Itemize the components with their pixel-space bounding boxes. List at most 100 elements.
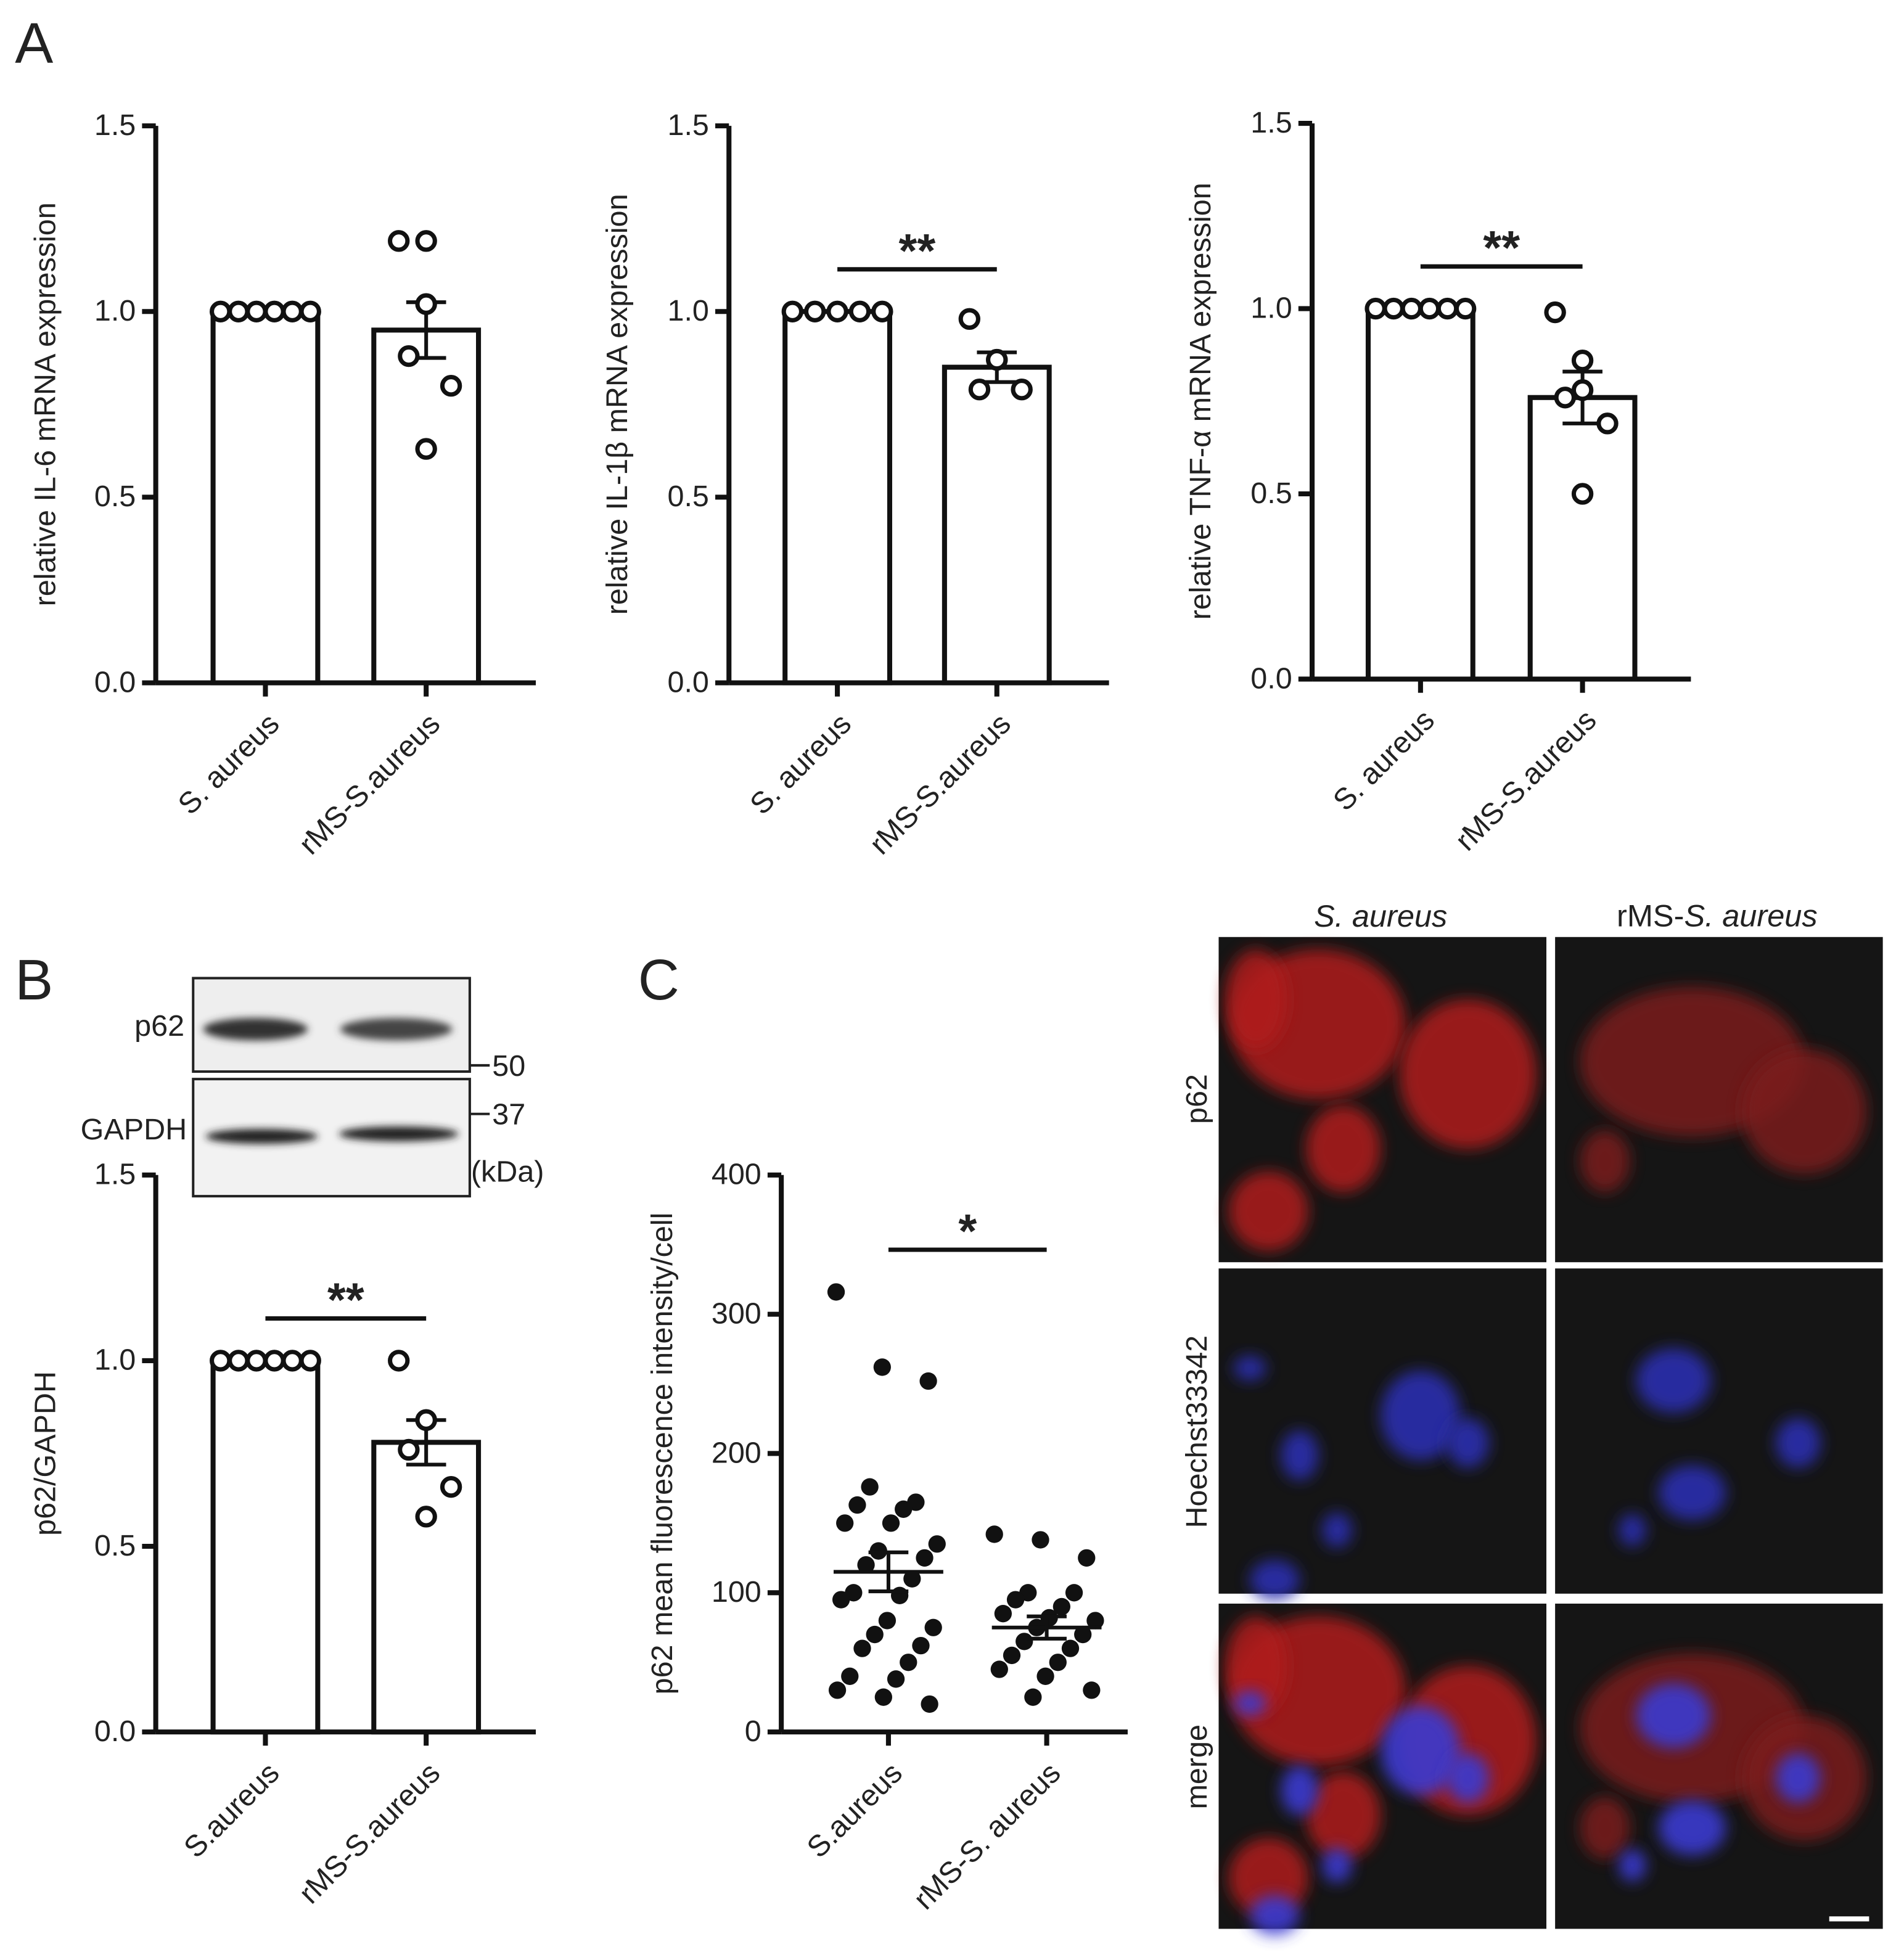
data-point	[861, 1478, 879, 1496]
significance-label: **	[1483, 221, 1520, 274]
data-point	[415, 230, 437, 252]
panel-letter: C	[638, 948, 679, 1012]
marker-label: 37	[492, 1098, 525, 1131]
data-point	[882, 1514, 900, 1532]
y-tick-label: 0.0	[94, 665, 136, 699]
y-tick-label: 0.0	[667, 665, 708, 699]
cell-signal	[1228, 1171, 1308, 1252]
nucleus	[1250, 1560, 1300, 1600]
data-point	[804, 300, 826, 322]
data-point	[245, 1350, 268, 1372]
y-tick-label: 1.5	[667, 109, 708, 142]
data-point	[1436, 297, 1459, 320]
x-tick-label: rMS-S.aureus	[292, 1756, 446, 1910]
data-point	[415, 438, 437, 460]
data-point	[968, 379, 991, 401]
y-tick-label: 1.0	[94, 1343, 136, 1377]
bar	[1365, 306, 1475, 682]
nucleus	[1281, 1430, 1319, 1480]
nucleus	[1381, 1371, 1461, 1461]
blot-label: p62	[134, 1009, 184, 1043]
data-point	[228, 300, 250, 322]
data-point	[1454, 297, 1477, 320]
y-tick-label: 1.5	[94, 109, 136, 142]
bar	[782, 309, 892, 686]
x-tick-label: S. aureus	[171, 707, 285, 821]
data-point	[903, 1570, 921, 1588]
data-point	[415, 293, 437, 315]
cell-signal	[1305, 1771, 1381, 1860]
data-point	[1596, 412, 1619, 435]
data-point	[828, 1681, 847, 1699]
data-point	[1571, 349, 1594, 372]
y-tick-label: 1.5	[1250, 106, 1292, 139]
data-point	[1078, 1549, 1096, 1567]
data-point	[841, 1667, 859, 1685]
panel-letter: A	[15, 10, 53, 75]
y-tick-label: 0	[745, 1715, 761, 1748]
x-tick-label: S.aureus	[800, 1756, 908, 1864]
nucleus	[1636, 1683, 1711, 1749]
y-tick-label: 0.5	[94, 1529, 136, 1562]
data-point	[900, 1654, 917, 1671]
significance-label: **	[899, 224, 936, 277]
data-point	[912, 1636, 930, 1655]
y-tick-label: 0.5	[94, 480, 136, 513]
data-point	[919, 1372, 937, 1390]
x-tick-label: rMS-S. aureus	[907, 1756, 1067, 1916]
x-tick-label: S. aureus	[1327, 703, 1441, 818]
data-point	[1032, 1531, 1049, 1549]
y-tick-label: 0.0	[94, 1715, 136, 1748]
data-point	[887, 1670, 905, 1688]
data-point	[853, 1639, 871, 1657]
data-point	[299, 1350, 321, 1372]
data-point	[848, 1496, 866, 1514]
data-point	[299, 300, 321, 322]
data-point	[994, 1605, 1012, 1623]
nucleus	[1233, 1691, 1266, 1716]
data-point	[398, 1438, 420, 1461]
row-label: merge	[1180, 1724, 1213, 1809]
y-tick-label: 0.0	[1250, 662, 1292, 695]
data-point	[281, 300, 303, 322]
data-point	[928, 1535, 946, 1553]
nucleus	[1322, 1848, 1352, 1883]
y-tick-label: 400	[712, 1158, 761, 1191]
data-point	[1049, 1654, 1067, 1671]
data-point	[924, 1618, 942, 1636]
data-point	[1003, 1646, 1021, 1665]
x-tick-label: rMS-S.aureus	[1449, 703, 1603, 858]
data-point	[781, 300, 804, 322]
column-label: rMS-S. aureus	[1617, 898, 1818, 933]
nucleus	[1322, 1512, 1352, 1548]
data-point	[873, 1358, 891, 1376]
y-tick-label: 1.5	[94, 1158, 136, 1191]
marker-label: 50	[492, 1049, 525, 1083]
data-point	[1036, 1667, 1054, 1685]
data-point	[1544, 301, 1566, 324]
column-label: S. aureus	[1314, 898, 1447, 933]
y-axis-label: relative IL-6 mRNA expression	[29, 202, 62, 606]
data-point	[210, 300, 232, 322]
data-point	[1571, 379, 1594, 401]
y-tick-label: 0.5	[1250, 477, 1292, 510]
x-tick-label: S. aureus	[744, 707, 858, 821]
row-label: Hoechst33342	[1180, 1335, 1213, 1528]
data-point	[1382, 297, 1405, 320]
data-point	[415, 1409, 437, 1431]
data-point	[990, 1660, 1008, 1678]
significance-label: *	[958, 1205, 977, 1258]
data-point	[263, 300, 285, 322]
blot-band	[205, 1129, 318, 1144]
nucleus	[1658, 1465, 1726, 1520]
data-point	[1074, 1625, 1092, 1644]
y-tick-label: 1.0	[94, 294, 136, 327]
bar	[210, 309, 321, 686]
data-point	[281, 1350, 303, 1372]
data-point	[832, 1591, 850, 1609]
blot-label: GAPDH	[81, 1113, 187, 1146]
bar	[210, 1358, 321, 1735]
micrograph-grid: S. aureus rMS-S. aureus p62 Hoechst33342…	[1180, 898, 1883, 1935]
nucleus	[1250, 1895, 1300, 1935]
